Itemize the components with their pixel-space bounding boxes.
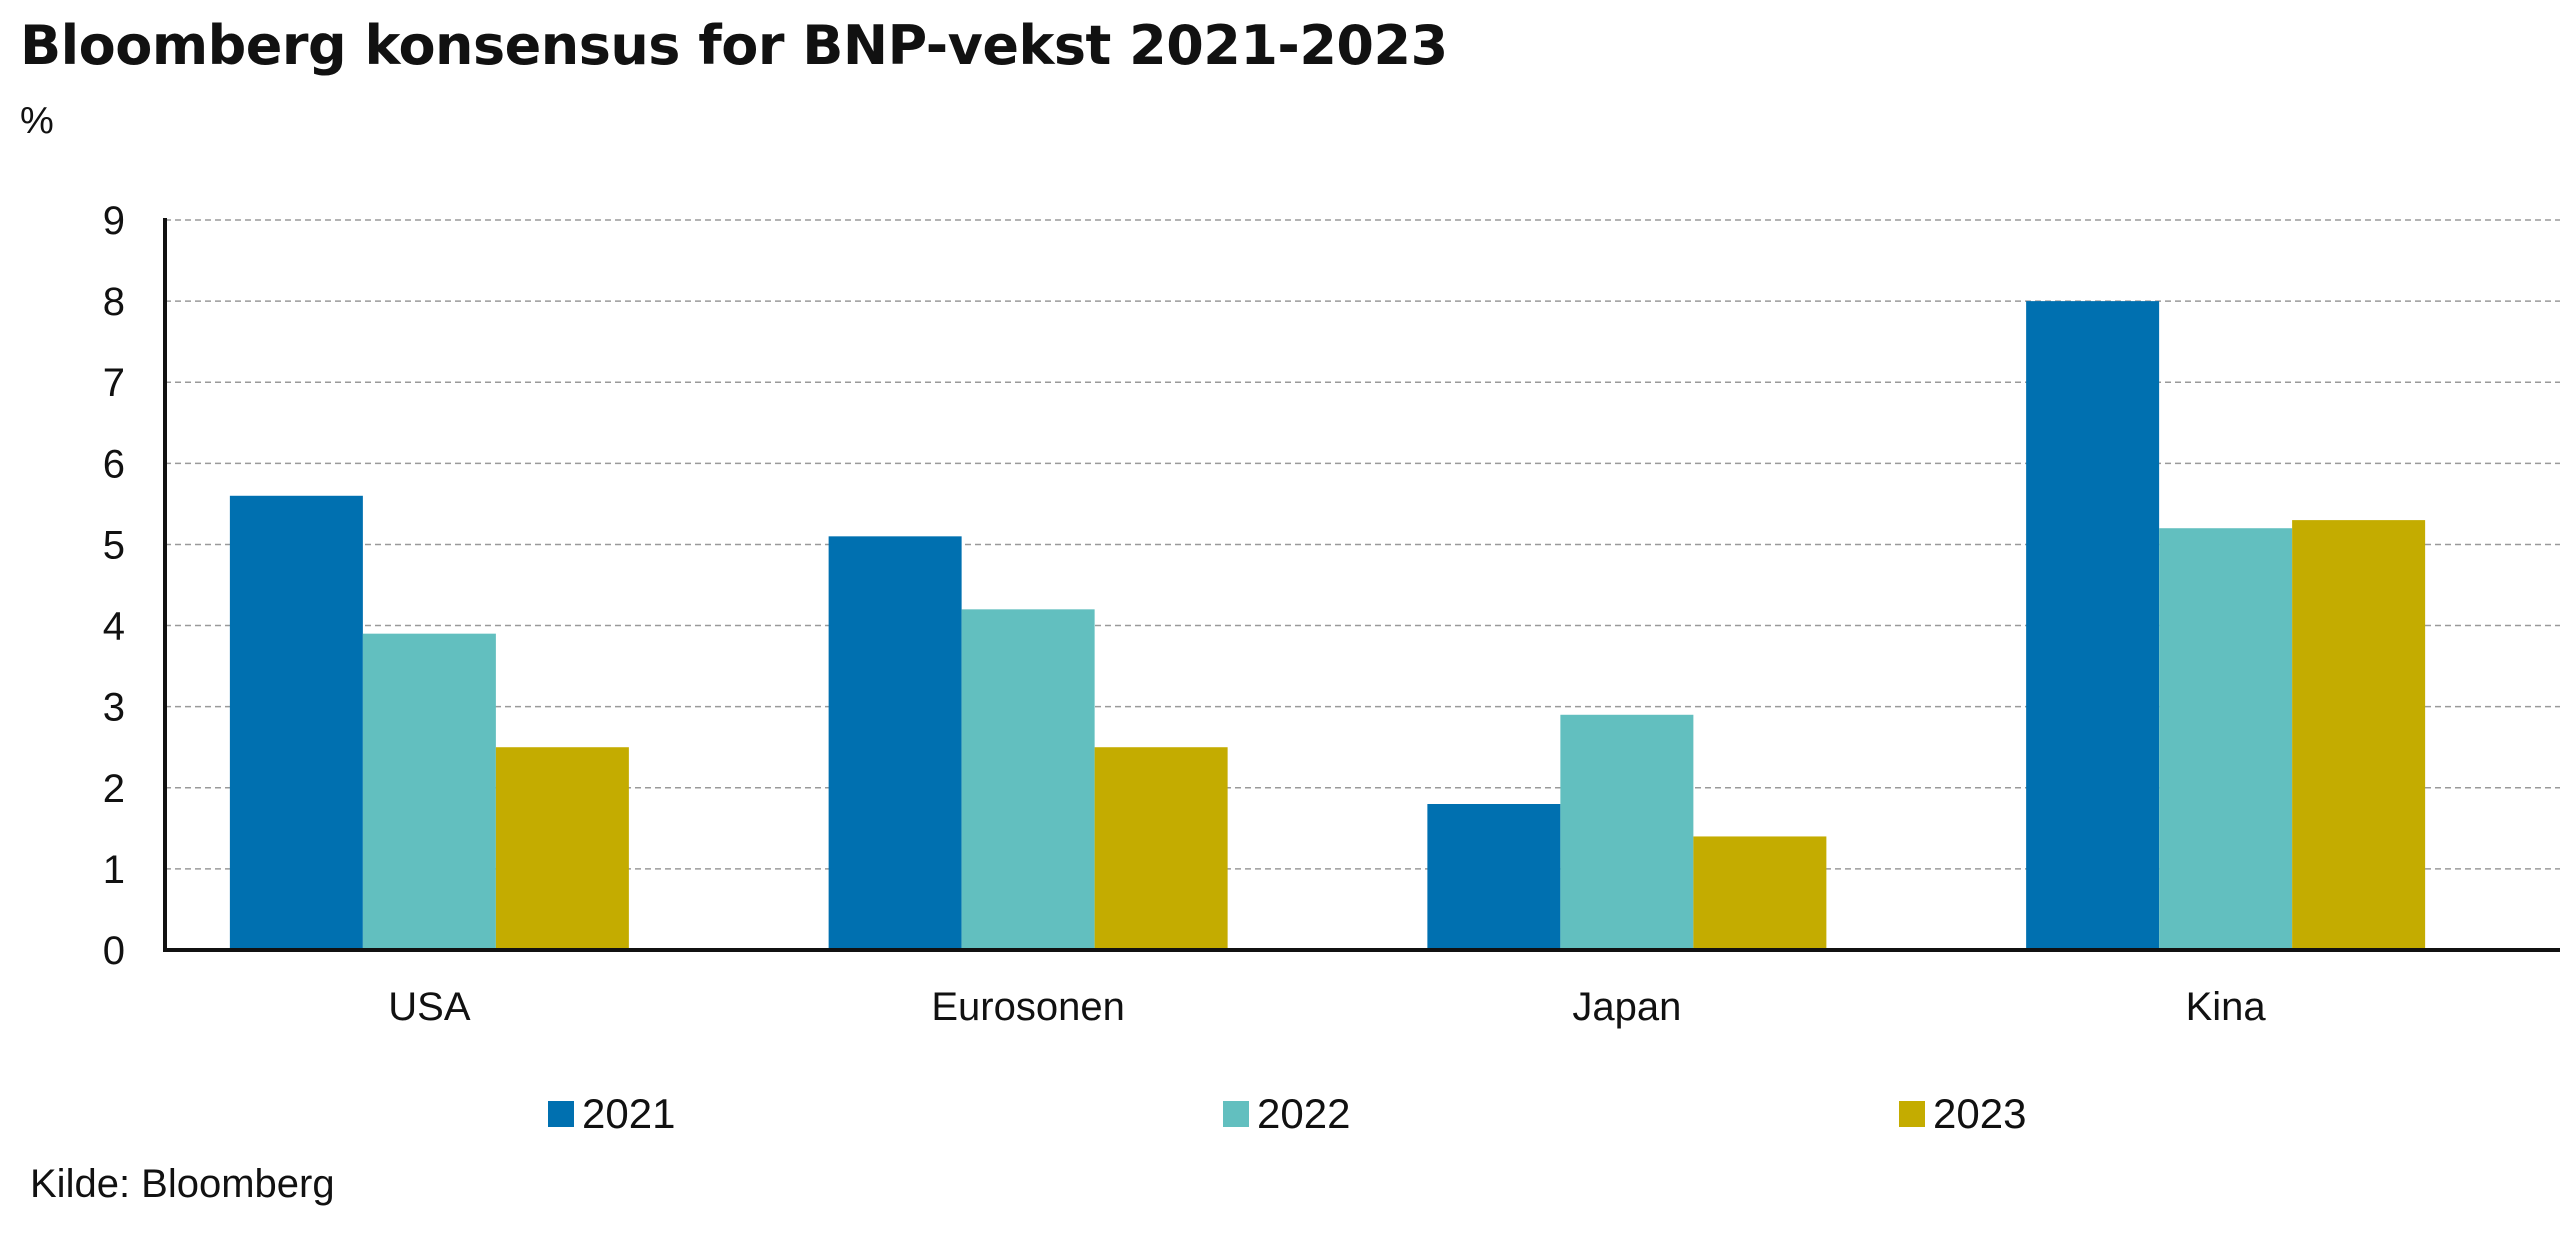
x-tick-label-eurosonen: Eurosonen <box>931 985 1124 1029</box>
y-tick-label-0: 0 <box>103 929 125 973</box>
y-tick-label-1: 1 <box>103 848 125 892</box>
y-tick-label-4: 4 <box>103 605 125 649</box>
x-tick-label-kina: Kina <box>2186 985 2267 1029</box>
bar-japan-2023 <box>1693 836 1827 950</box>
bar-kina-2022 <box>2159 528 2293 950</box>
legend: 2021 2022 2023 <box>0 1090 2560 1140</box>
y-tick-label-9: 9 <box>103 199 125 243</box>
bar-kina-2023 <box>2292 520 2426 950</box>
bar-eurosonen-2023 <box>1094 747 1228 950</box>
bar-usa-2021 <box>229 495 363 950</box>
y-tick-label-5: 5 <box>103 523 125 567</box>
y-tick-label-8: 8 <box>103 280 125 324</box>
legend-item-2023: 2023 <box>1899 1090 2026 1138</box>
legend-swatch-2023 <box>1899 1101 1925 1127</box>
bar-japan-2021 <box>1427 804 1561 950</box>
y-tick-label-3: 3 <box>103 686 125 730</box>
y-tick-label-2: 2 <box>103 767 125 811</box>
bar-eurosonen-2022 <box>961 609 1095 950</box>
bar-eurosonen-2021 <box>828 536 962 950</box>
bar-japan-2022 <box>1560 714 1694 950</box>
y-tick-label-7: 7 <box>103 361 125 405</box>
y-unit-label: % <box>20 100 54 142</box>
source-note: Kilde: Bloomberg <box>30 1162 335 1206</box>
legend-swatch-2021 <box>548 1101 574 1127</box>
legend-label-2022: 2022 <box>1257 1090 1351 1137</box>
legend-label-2021: 2021 <box>582 1090 676 1137</box>
legend-item-2022: 2022 <box>1223 1090 1350 1138</box>
x-tick-label-usa: USA <box>388 985 471 1029</box>
chart-title: Bloomberg konsensus for BNP-vekst 2021-2… <box>20 14 1448 77</box>
bar-kina-2021 <box>2026 301 2160 951</box>
bar-usa-2022 <box>362 633 496 950</box>
y-tick-label-6: 6 <box>103 442 125 486</box>
bar-usa-2023 <box>495 747 629 950</box>
x-tick-label-japan: Japan <box>1572 985 1681 1029</box>
legend-swatch-2022 <box>1223 1101 1249 1127</box>
legend-label-2023: 2023 <box>1933 1090 2027 1137</box>
legend-item-2021: 2021 <box>548 1090 675 1138</box>
